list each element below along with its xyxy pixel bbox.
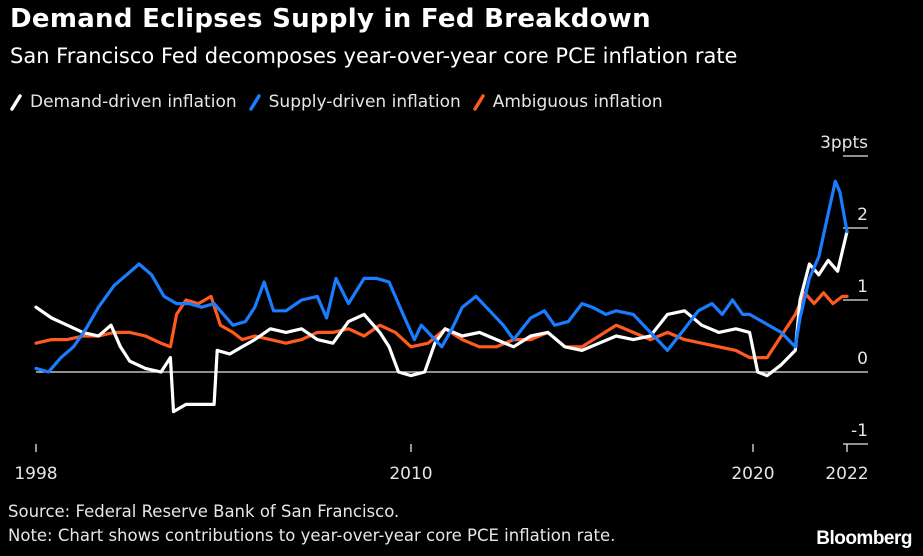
- y-tick-label: -1: [851, 421, 868, 441]
- legend-item-supply: Supply-driven inflation: [248, 92, 461, 112]
- ambiguous-line: [34, 291, 849, 360]
- legend-swatch-supply-icon: [248, 94, 261, 111]
- supply-driven-line: [34, 179, 849, 374]
- x-tick-label: 2020: [731, 464, 774, 484]
- line-chart: 3ppts 2 1 0 -1 1998 2010 2020 2022: [14, 133, 869, 484]
- y-tick-label: 0: [857, 349, 868, 369]
- x-tick-label: 2022: [825, 464, 868, 484]
- legend-label-demand: Demand-driven inflation: [30, 92, 237, 112]
- y-tick-label: 3ppts: [820, 133, 868, 153]
- legend-label-ambiguous: Ambiguous inflation: [492, 92, 663, 112]
- legend-swatch-demand-icon: [10, 94, 22, 111]
- y-axis: 3ppts 2 1 0 -1: [820, 133, 868, 445]
- chart-title: Demand Eclipses Supply in Fed Breakdown: [10, 4, 651, 34]
- y-tick-label: 1: [857, 277, 868, 297]
- series-lines: [34, 179, 849, 414]
- legend-swatch-ambiguous-icon: [473, 94, 485, 111]
- legend: Demand-driven inflation Supply-driven in…: [10, 92, 675, 112]
- footer-notes: Source: Federal Reserve Bank of San Fran…: [8, 500, 615, 548]
- y-tick-label: 2: [857, 205, 868, 225]
- legend-item-ambiguous: Ambiguous inflation: [473, 92, 663, 112]
- demand-driven-line: [34, 230, 849, 414]
- source-text: Source: Federal Reserve Bank of San Fran…: [8, 502, 400, 521]
- note-text: Note: Chart shows contributions to year-…: [8, 526, 616, 545]
- bloomberg-logo: Bloomberg: [816, 528, 912, 549]
- x-axis: 1998 2010 2020 2022: [14, 444, 869, 484]
- x-tick-label: 1998: [14, 464, 57, 484]
- legend-item-demand: Demand-driven inflation: [10, 92, 237, 112]
- legend-label-supply: Supply-driven inflation: [268, 92, 461, 112]
- chart-subtitle: San Francisco Fed decomposes year-over-y…: [10, 44, 738, 68]
- x-tick-label: 2010: [389, 464, 432, 484]
